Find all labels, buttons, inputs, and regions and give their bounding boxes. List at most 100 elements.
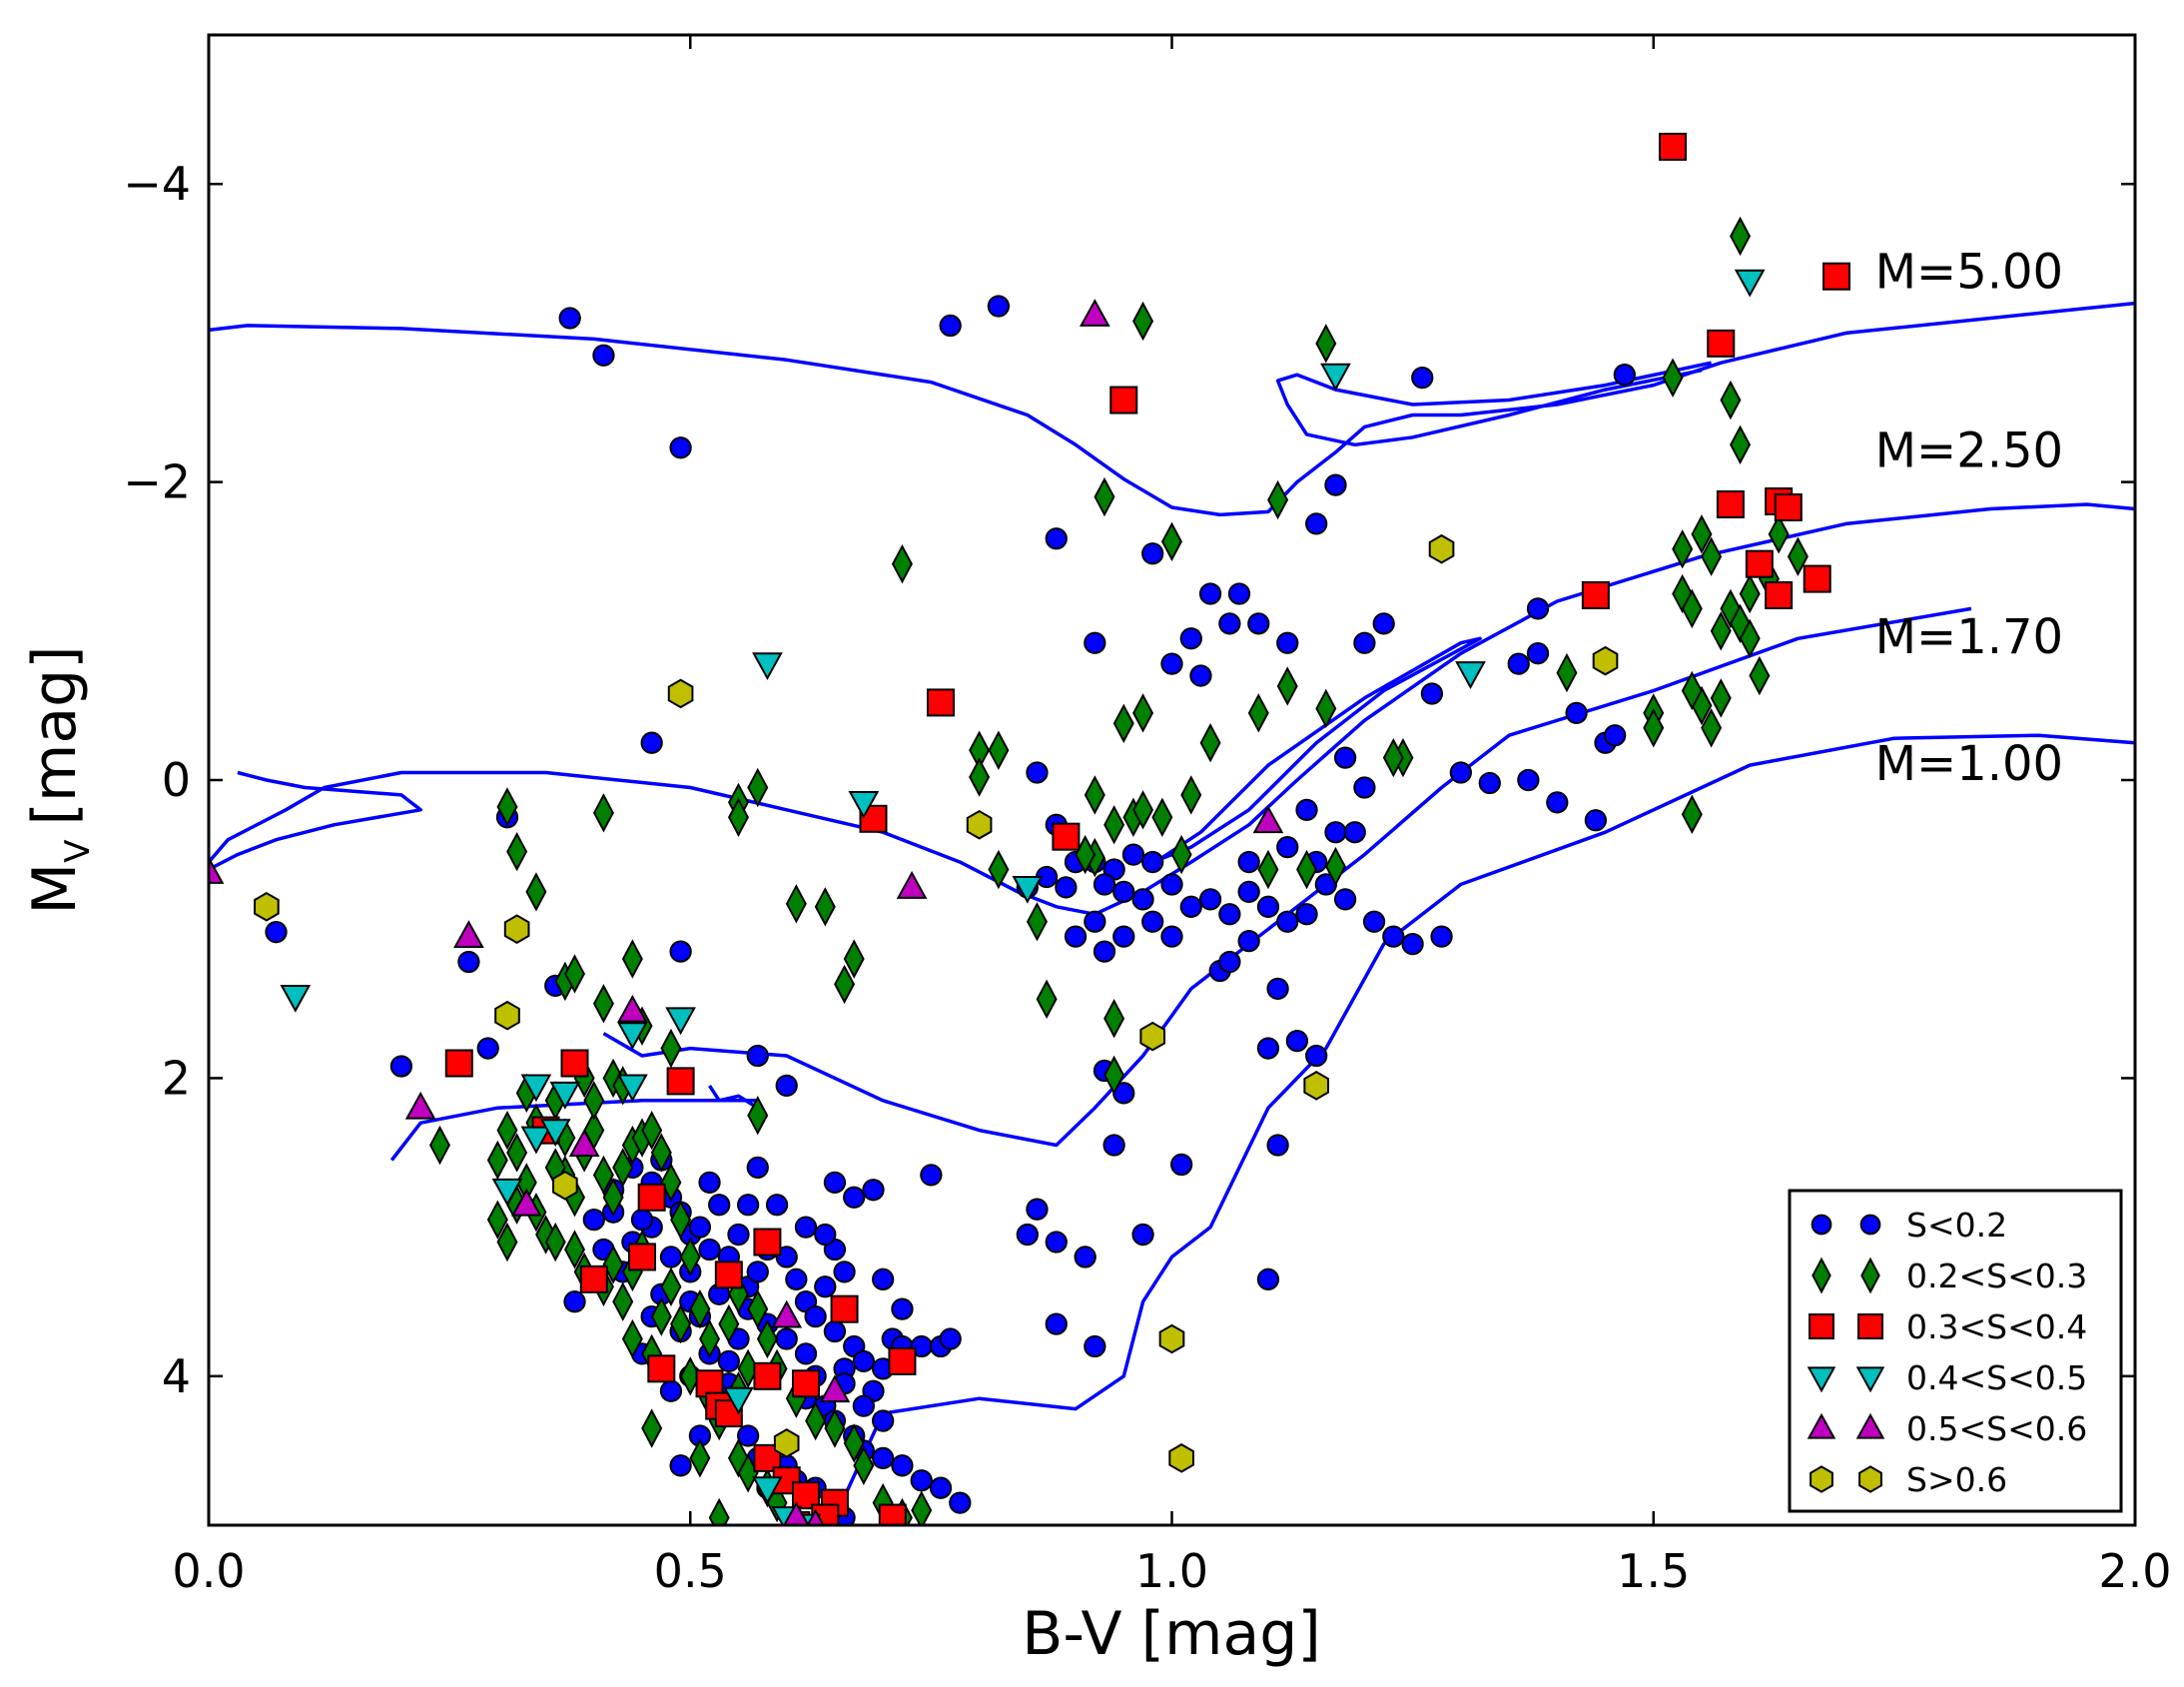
data-point: [736, 1424, 760, 1447]
data-point: [641, 1110, 663, 1151]
legend-marker: [1811, 1214, 1832, 1236]
data-point: [1420, 682, 1444, 705]
data-point: [1333, 746, 1357, 769]
data-point: [1247, 693, 1269, 733]
data-point: [1768, 514, 1790, 554]
axis-ticks: 0.0 0.5 1.0 1.5 2.0 −4 −2 0 2 4: [123, 35, 2172, 1598]
data-point: [1151, 797, 1173, 837]
data-point: [669, 940, 692, 963]
data-point: [1681, 670, 1703, 711]
y-tick-label: 4: [162, 1349, 191, 1403]
data-point: [1112, 880, 1135, 904]
data-point: [773, 1428, 800, 1458]
data-point: [650, 1133, 672, 1173]
data-point: [592, 344, 615, 367]
data-point: [665, 1007, 696, 1036]
data-point: [746, 1044, 769, 1068]
data-point: [819, 1374, 851, 1403]
series-group: [254, 533, 1619, 1473]
legend-marker: [1855, 1366, 1885, 1393]
data-point: [457, 950, 480, 974]
data-point: [794, 1342, 818, 1365]
data-point: [1160, 652, 1183, 675]
data-point: [814, 1275, 837, 1298]
data-point: [1045, 1312, 1068, 1335]
data-point: [689, 1438, 711, 1478]
data-point: [1662, 358, 1684, 398]
data-point: [1382, 737, 1404, 778]
data-point: [670, 1200, 692, 1240]
track-line: [833, 733, 2135, 1519]
data-point: [1546, 791, 1569, 814]
legend-marker: [1810, 1465, 1833, 1493]
data-point: [1455, 661, 1486, 689]
data-point: [491, 1178, 523, 1207]
data-point: [428, 1125, 450, 1166]
data-point: [1102, 1134, 1125, 1157]
data-point: [1745, 549, 1774, 578]
data-point: [785, 1267, 808, 1290]
data-point: [486, 1200, 508, 1240]
data-point: [602, 1245, 624, 1284]
data-point: [506, 1133, 528, 1173]
data-point: [1218, 903, 1241, 926]
data-point: [966, 809, 993, 840]
data-point: [254, 892, 280, 922]
data-point: [669, 1454, 692, 1477]
data-point: [746, 1261, 769, 1283]
data-point: [1517, 768, 1540, 792]
data-point: [824, 1408, 846, 1448]
data-point: [592, 793, 614, 833]
legend-marker: [1858, 1465, 1882, 1493]
data-point: [1315, 324, 1337, 364]
data-point: [747, 767, 769, 808]
data-point: [814, 887, 836, 927]
data-point: [988, 849, 1010, 890]
data-point: [1084, 1334, 1106, 1358]
data-point: [1765, 580, 1794, 609]
data-point: [612, 1281, 634, 1321]
data-point: [1139, 1021, 1166, 1052]
data-point: [1198, 888, 1222, 911]
data-point: [1584, 809, 1608, 832]
data-point: [878, 1503, 907, 1525]
data-point: [1691, 514, 1713, 554]
data-point: [1324, 846, 1346, 887]
track-line: [1151, 636, 1482, 864]
data-point: [617, 994, 648, 1023]
data-point: [1822, 262, 1851, 291]
data-point: [891, 1454, 914, 1477]
data-point: [1199, 723, 1221, 763]
data-point: [1237, 929, 1260, 953]
data-point: [1132, 790, 1154, 830]
data-point: [1189, 664, 1212, 687]
data-point: [911, 1490, 933, 1525]
data-point: [785, 884, 807, 924]
data-point: [510, 1188, 542, 1217]
data-point: [563, 1290, 586, 1313]
data-point: [549, 1081, 581, 1110]
x-axis-label: B-V [mag]: [1022, 1599, 1321, 1669]
data-point: [853, 1445, 875, 1485]
data-point: [1092, 940, 1116, 963]
data-point: [708, 1194, 731, 1217]
data-point: [1121, 843, 1145, 866]
data-point: [862, 1179, 885, 1202]
y-tick-label: −4: [123, 157, 191, 211]
data-point: [1324, 821, 1347, 844]
data-point: [1170, 834, 1192, 875]
data-point: [1158, 1323, 1185, 1354]
data-point: [209, 856, 225, 884]
data-point: [503, 914, 530, 945]
data-point: [1179, 895, 1202, 918]
y-axis-label: MV [mag]: [20, 645, 98, 914]
data-point: [1296, 849, 1318, 890]
data-point: [747, 1288, 769, 1329]
data-point: [1055, 876, 1078, 899]
data-point: [1556, 652, 1578, 693]
legend-marker: [1807, 1412, 1836, 1439]
data-point: [987, 295, 1011, 318]
data-point: [1112, 925, 1135, 948]
data-point: [727, 1438, 749, 1478]
data-point: [1141, 542, 1164, 565]
